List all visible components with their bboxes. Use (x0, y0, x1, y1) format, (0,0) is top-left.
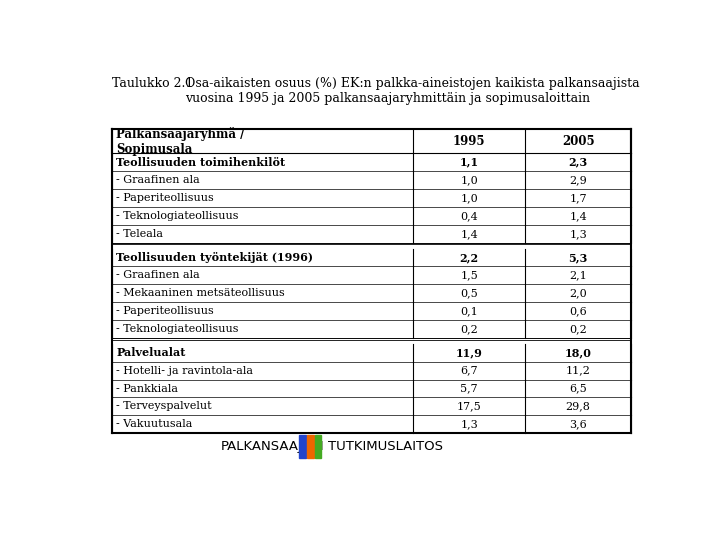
Text: 5,3: 5,3 (568, 252, 588, 263)
Text: - Hotelli- ja ravintola-ala: - Hotelli- ja ravintola-ala (116, 366, 253, 376)
Text: 0,5: 0,5 (460, 288, 478, 298)
Text: 6,7: 6,7 (460, 366, 478, 376)
Text: 1,1: 1,1 (459, 157, 479, 168)
Text: Osa-aikaisten osuus (%) EK:n palkka-aineistojen kaikista palkansaajista
vuosina : Osa-aikaisten osuus (%) EK:n palkka-aine… (185, 77, 639, 105)
Text: 2,1: 2,1 (570, 271, 587, 280)
Text: 2,2: 2,2 (459, 252, 479, 263)
Bar (300, 435, 306, 458)
Text: - Mekaaninen metsäteollisuus: - Mekaaninen metsäteollisuus (116, 288, 285, 298)
Text: 0,1: 0,1 (460, 306, 478, 316)
Text: 0,6: 0,6 (570, 306, 587, 316)
Text: 1,3: 1,3 (460, 419, 478, 429)
Text: 2,9: 2,9 (570, 175, 587, 185)
Text: 1,4: 1,4 (570, 211, 587, 221)
Text: - Graafinen ala: - Graafinen ala (116, 271, 200, 280)
Text: - Graafinen ala: - Graafinen ala (116, 175, 200, 185)
Text: - Paperiteollisuus: - Paperiteollisuus (116, 193, 214, 203)
Text: 5,7: 5,7 (460, 383, 478, 394)
Text: 11,9: 11,9 (456, 347, 482, 358)
Text: 1995: 1995 (453, 135, 485, 148)
Text: 2005: 2005 (562, 135, 595, 148)
Text: 1,4: 1,4 (460, 229, 478, 239)
Text: PALKANSAAJIEN: PALKANSAAJIEN (221, 440, 325, 453)
Text: 1,3: 1,3 (570, 229, 587, 239)
Text: TUTKIMUSLAITOS: TUTKIMUSLAITOS (328, 440, 443, 453)
Text: Palkansaajaryhmä /
Sopimusala: Palkansaajaryhmä / Sopimusala (116, 127, 245, 156)
Text: 1,0: 1,0 (460, 175, 478, 185)
Text: 0,4: 0,4 (460, 211, 478, 221)
Text: - Pankkiala: - Pankkiala (116, 383, 179, 394)
Text: 11,2: 11,2 (566, 366, 590, 376)
Text: 1,7: 1,7 (570, 193, 587, 203)
Text: Teollisuuden työntekijät (1996): Teollisuuden työntekijät (1996) (116, 252, 313, 263)
Bar (315, 435, 321, 458)
Text: 3,6: 3,6 (570, 419, 587, 429)
Text: 2,0: 2,0 (570, 288, 587, 298)
Text: 18,0: 18,0 (564, 347, 592, 358)
Text: Palvelualat: Palvelualat (116, 347, 186, 358)
Text: Teollisuuden toimihenkilöt: Teollisuuden toimihenkilöt (116, 157, 285, 168)
Text: 0,2: 0,2 (570, 324, 587, 334)
Text: 1,0: 1,0 (460, 193, 478, 203)
Text: 2,3: 2,3 (569, 157, 588, 168)
Text: 0,2: 0,2 (460, 324, 478, 334)
Text: - Vakuutusala: - Vakuutusala (116, 419, 193, 429)
Text: - Paperiteollisuus: - Paperiteollisuus (116, 306, 214, 316)
Text: 6,5: 6,5 (570, 383, 587, 394)
Text: - Terveyspalvelut: - Terveyspalvelut (116, 401, 212, 411)
Text: Taulukko 2.1: Taulukko 2.1 (112, 77, 194, 90)
Text: 1,5: 1,5 (460, 271, 478, 280)
Text: 29,8: 29,8 (566, 401, 590, 411)
Bar (307, 435, 314, 458)
Text: - Teleala: - Teleala (116, 229, 163, 239)
Text: - Teknologiateollisuus: - Teknologiateollisuus (116, 211, 239, 221)
Text: 17,5: 17,5 (456, 401, 482, 411)
Text: - Teknologiateollisuus: - Teknologiateollisuus (116, 324, 239, 334)
